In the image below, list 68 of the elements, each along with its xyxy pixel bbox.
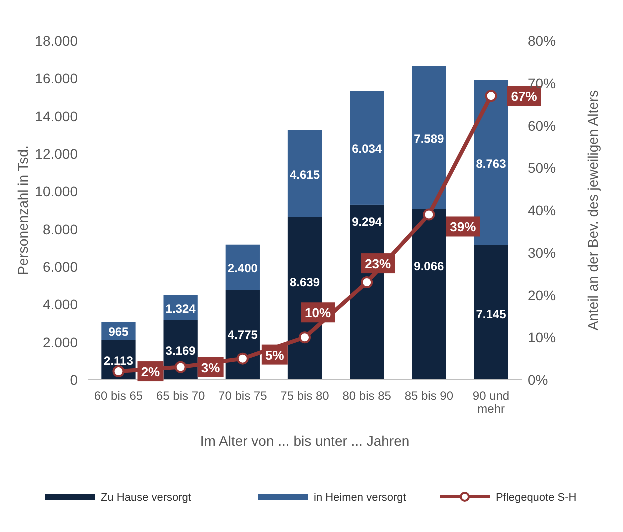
- y2-tick-label: 10%: [528, 330, 556, 346]
- y2-axis-title: Anteil an der Bev. des jeweiligen Alters: [585, 90, 601, 331]
- data-label: 965: [108, 325, 130, 340]
- x-tick-label: 60 bis 65: [94, 389, 144, 403]
- y-tick-label: 4.000: [42, 296, 78, 313]
- y2-tick-label: 60%: [528, 118, 556, 134]
- point: [485, 90, 498, 102]
- data-label: 4.775: [228, 328, 258, 342]
- data-label: 3.169: [166, 344, 196, 358]
- data-label: 7.589: [414, 132, 445, 146]
- point: [174, 361, 187, 374]
- y2-tick-label: 80%: [528, 33, 556, 49]
- data-label: 67%: [511, 89, 538, 104]
- x-tick-label: 75 bis 80: [280, 389, 330, 403]
- bar: [412, 66, 446, 210]
- data-label: 10%: [304, 306, 332, 321]
- y-tick-label: 16.000: [35, 70, 78, 87]
- y2-tick-label: 50%: [528, 160, 556, 176]
- data-label: 39%: [450, 220, 477, 235]
- y2-tick-label: 30%: [528, 244, 556, 261]
- data-label: 4.615: [290, 168, 320, 182]
- point: [236, 352, 249, 365]
- y-tick-label: 6.000: [42, 259, 78, 275]
- data-label: 23%: [365, 256, 392, 272]
- bar: [350, 91, 384, 205]
- data-label: 2.113: [104, 354, 134, 368]
- point: [423, 208, 436, 221]
- data-label: 6.034: [352, 142, 382, 156]
- x-tick-label: 85 bis 90: [404, 389, 454, 403]
- y2-tick-label: 70%: [528, 75, 556, 92]
- y-tick-label: 0: [70, 372, 78, 388]
- data-label: 3%: [201, 360, 221, 376]
- data-label: 9.066: [414, 259, 445, 274]
- y2-tick-label: 40%: [528, 202, 556, 218]
- y2-tick-label: 20%: [528, 287, 556, 304]
- point: [112, 366, 125, 378]
- point: [361, 276, 374, 289]
- y-tick-label: 8.000: [42, 221, 78, 238]
- legend-label: Pflegequote S-H: [496, 492, 577, 504]
- x-tick-label: 80 bis 85: [342, 389, 392, 403]
- y-tick-label: 12.000: [35, 146, 78, 162]
- bar: [226, 244, 260, 290]
- bar: [288, 130, 322, 218]
- x-tick-label: 70 bis 75: [218, 389, 268, 403]
- x-axis-title: Im Alter von ... bis unter ... Jahren: [200, 433, 410, 449]
- data-label: 2.400: [228, 261, 258, 276]
- x-tick-label: 90 und mehr: [472, 389, 510, 416]
- bar: [474, 245, 508, 380]
- data-label: 9.294: [352, 214, 382, 229]
- x-tick-label: 65 bis 70: [156, 389, 206, 403]
- data-label: 5%: [266, 348, 285, 363]
- legend-label: Zu Hause versorgt: [101, 492, 192, 504]
- y-tick-label: 14.000: [35, 108, 78, 124]
- y-tick-label: 10.000: [35, 184, 78, 200]
- bar: [474, 80, 508, 246]
- data-label: 8.639: [290, 275, 320, 290]
- data-label: 2%: [141, 364, 161, 380]
- data-label: 7.145: [476, 307, 507, 322]
- y-tick-label: 2.000: [42, 334, 78, 350]
- y-axis-title: Personenzahl in Tsd.: [15, 146, 31, 276]
- bar: [226, 290, 260, 380]
- legend-label: in Heimen versorgt: [314, 492, 406, 504]
- y-tick-label: 18.000: [35, 33, 78, 49]
- point: [299, 332, 311, 344]
- data-label: 1.324: [166, 302, 196, 316]
- data-label: 8.763: [476, 156, 507, 171]
- y2-tick-label: 0%: [528, 372, 548, 388]
- bar: [412, 209, 446, 380]
